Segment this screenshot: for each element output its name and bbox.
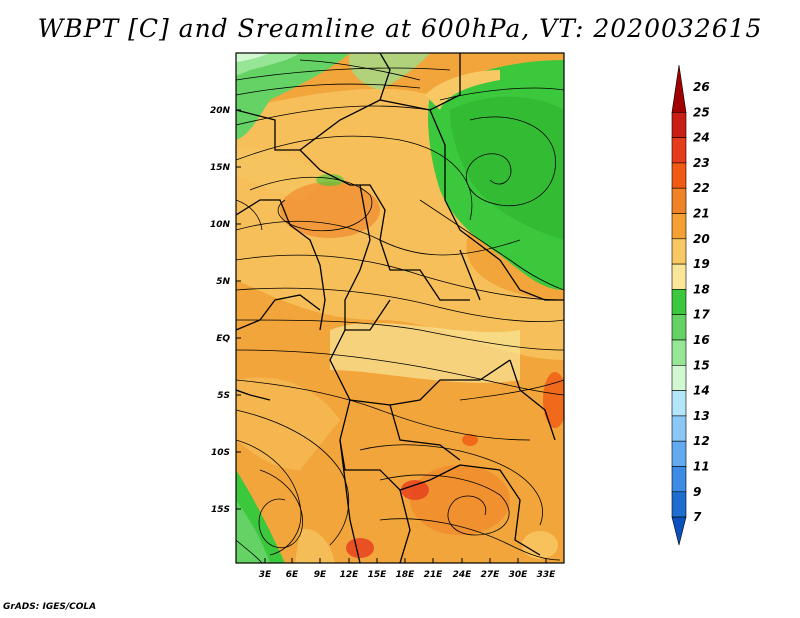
colorbar-label: 26	[693, 80, 710, 94]
colorbar-swatch	[671, 415, 687, 442]
wbpt-field	[236, 53, 564, 563]
map-title: WBPT [C] and Sreamline at 600hPa, VT: 20…	[37, 14, 763, 43]
colorbar-swatch	[671, 263, 687, 290]
colorbar-label: 25	[693, 105, 710, 119]
colorbar-label: 17	[693, 308, 710, 322]
colorbar-swatch	[671, 516, 687, 546]
lon-label: 21E	[424, 570, 444, 580]
colorbar-swatch	[671, 64, 687, 113]
colorbar-swatch	[671, 491, 687, 518]
colorbar-label: 18	[693, 282, 710, 296]
lon-label: 30E	[509, 570, 529, 580]
lat-label: 10N	[210, 220, 231, 230]
colorbar-swatch	[671, 314, 687, 341]
lon-label: 9E	[314, 570, 327, 580]
colorbar-swatch	[671, 390, 687, 417]
colorbar-swatch	[671, 213, 687, 240]
lat-label: 5N	[216, 277, 230, 287]
lon-label: 24E	[453, 570, 473, 580]
colorbar-label: 23	[693, 156, 710, 170]
colorbar-label: 12	[693, 434, 710, 448]
colorbar-label: 20	[693, 232, 710, 246]
lon-label: 27E	[481, 570, 501, 580]
lon-label: 6E	[286, 570, 299, 580]
lon-label: 12E	[340, 570, 360, 580]
colorbar-swatch	[671, 137, 687, 164]
lon-label: 18E	[396, 570, 416, 580]
colorbar-swatch	[671, 289, 687, 315]
lon-label: 15E	[368, 570, 388, 580]
colorbar-label: 15	[693, 358, 710, 372]
lat-label: 5S	[217, 391, 230, 401]
colorbar-label: 19	[693, 257, 710, 271]
lat-label: 10S	[211, 448, 230, 458]
map-frame	[235, 52, 565, 564]
colorbar-label: 13	[693, 409, 710, 423]
latitude-ticks: 20N 15N 10N 5N EQ 5S 10S 15S	[210, 106, 241, 515]
lon-label: 33E	[537, 570, 557, 580]
streamlines	[236, 59, 564, 563]
lat-label: EQ	[216, 334, 230, 344]
colorbar-label: 7	[693, 510, 702, 524]
colorbar-label: 9	[693, 485, 701, 499]
colorbar-label: 16	[693, 333, 710, 347]
lat-label: 20N	[210, 106, 231, 116]
longitude-ticks: 3E 6E 9E 12E 15E 18E 21E 24E 27E 30E 33E	[259, 558, 556, 580]
lat-label: 15N	[210, 163, 231, 173]
lat-label: 15S	[211, 505, 230, 515]
colorbar-swatch	[671, 162, 687, 189]
colorbar-swatch	[671, 364, 687, 391]
colorbar-swatch	[671, 112, 687, 138]
colorbar-label: 24	[693, 131, 710, 145]
country-borders	[236, 53, 564, 563]
colorbar-swatch	[671, 440, 687, 467]
colorbar-swatch	[671, 466, 687, 493]
colorbar-label: 22	[693, 181, 710, 195]
colorbar-label: 21	[693, 207, 710, 221]
colorbar-swatch	[671, 187, 687, 214]
colorbar-label: 11	[693, 460, 710, 474]
colorbar-label: 14	[693, 384, 710, 398]
colorbar-swatch	[671, 238, 687, 265]
footer-credit: GrADS: IGES/COLA	[3, 602, 97, 612]
lon-label: 3E	[259, 570, 272, 580]
colorbar-swatch	[671, 339, 687, 366]
colorbar: 26 25 24 23 22 21 20 19 18 17 16 15 14 13 12 11 9 7	[671, 64, 710, 546]
